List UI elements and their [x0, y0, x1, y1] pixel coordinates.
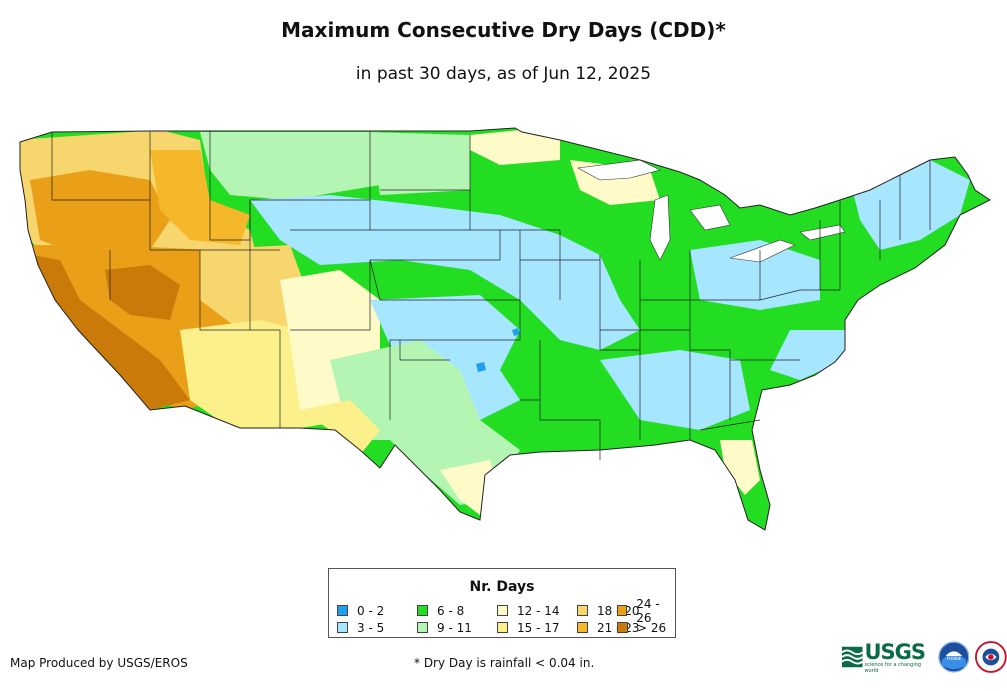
region-southeast-blue	[600, 350, 750, 430]
swatch-6-8	[417, 605, 428, 616]
swatch-15-17	[497, 622, 508, 633]
region-ohio-valley-blue	[690, 240, 820, 310]
usgs-wave-icon	[842, 646, 863, 668]
noaa-logo-icon: noaa	[937, 641, 970, 673]
legend-label: 9 - 11	[437, 620, 472, 635]
legend-item-0-2: 0 - 2	[337, 603, 417, 618]
footnote-text: * Dry Day is rainfall < 0.04 in.	[414, 656, 595, 670]
logos: USGS science for a changing world noaa	[842, 640, 1007, 674]
region-california-extreme	[32, 255, 190, 410]
state-borders	[51, 131, 931, 460]
region-north-dakota-green	[370, 132, 470, 195]
region-idaho-dry	[150, 150, 250, 245]
usgs-wordmark: USGS	[864, 640, 927, 664]
legend-grid: 0 - 2 6 - 8 12 - 14 18 - 20 3 - 5 9 - 11…	[337, 603, 657, 635]
us-dry-days-map	[19, 127, 991, 531]
noaa-wordmark: noaa	[946, 656, 960, 662]
legend-label: 15 - 17	[517, 620, 560, 635]
legend-item-12-14: 12 - 14	[497, 603, 577, 618]
legend-col-last: 24 - 26 > 26	[617, 597, 675, 635]
region-florida-pale	[720, 440, 760, 495]
swatch-18-20	[577, 605, 588, 616]
region-ok-single-blue	[476, 362, 486, 372]
legend-label: 12 - 14	[517, 603, 560, 618]
swatch-9-11	[417, 622, 428, 633]
legend-item-15-17: 15 - 17	[497, 620, 577, 635]
swatch-21-23	[577, 622, 588, 633]
legend-label: 6 - 8	[437, 603, 465, 618]
region-kansas-blue	[370, 295, 520, 380]
region-montana-pale	[200, 132, 380, 200]
map-subtitle: in past 30 days, as of Jun 12, 2025	[355, 64, 652, 84]
legend: Nr. Days 0 - 2 6 - 8 12 - 14 18 - 20 3 -…	[328, 568, 676, 638]
region-west-texas-yellow	[300, 400, 380, 455]
region-nevada-extreme	[105, 265, 180, 320]
legend-item-24-26: 24 - 26	[617, 597, 675, 625]
credit-text: Map Produced by USGS/EROS	[10, 656, 188, 670]
legend-label: > 26	[637, 620, 667, 635]
legend-item-3-5: 3 - 5	[337, 620, 417, 635]
swatch-gt-26	[617, 622, 628, 633]
legend-item-6-8: 6 - 8	[417, 603, 497, 618]
usgs-logo: USGS science for a changing world	[842, 640, 932, 674]
great-lakes	[577, 159, 846, 263]
swatch-24-26	[617, 605, 628, 616]
region-oregon-dry	[30, 170, 170, 255]
legend-item-gt-26: > 26	[617, 620, 675, 635]
nws-logo-icon	[975, 641, 1007, 673]
legend-title: Nr. Days	[469, 579, 535, 595]
map-title: Maximum Consecutive Dry Days (CDD)*	[281, 18, 726, 42]
region-plains-3-5	[250, 195, 640, 350]
legend-item-9-11: 9 - 11	[417, 620, 497, 635]
region-northern-plains-pale	[470, 130, 560, 165]
usgs-tagline: science for a changing world	[864, 662, 922, 674]
legend-label: 0 - 2	[357, 603, 385, 618]
region-utah-colorado-pale	[200, 245, 310, 340]
swatch-12-14	[497, 605, 508, 616]
legend-label: 3 - 5	[357, 620, 385, 635]
region-ne-single-blue	[512, 328, 520, 336]
swatch-0-2	[337, 605, 348, 616]
legend-label: 24 - 26	[636, 596, 660, 625]
swatch-3-5	[337, 622, 348, 633]
